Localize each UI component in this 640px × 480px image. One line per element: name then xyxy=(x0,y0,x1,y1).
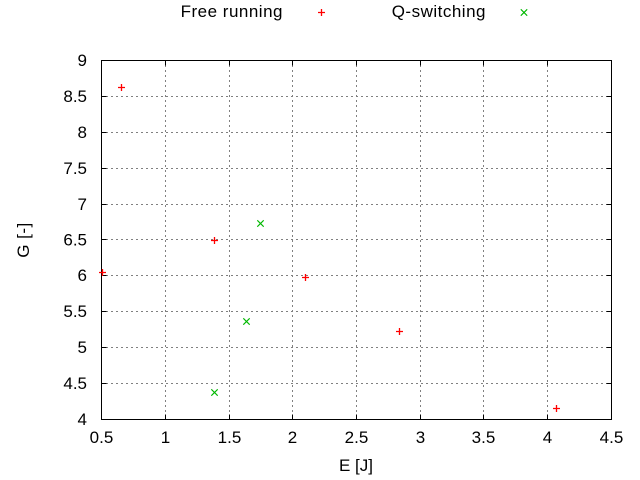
svg-text:7: 7 xyxy=(78,195,87,214)
svg-text:6: 6 xyxy=(78,266,87,285)
svg-text:4: 4 xyxy=(78,410,87,429)
svg-text:Free running: Free running xyxy=(181,2,283,21)
svg-text:3: 3 xyxy=(416,428,425,447)
svg-text:G [-]: G [-] xyxy=(14,222,33,258)
svg-text:5.5: 5.5 xyxy=(63,302,87,321)
svg-text:0.5: 0.5 xyxy=(90,428,114,447)
svg-text:6.5: 6.5 xyxy=(63,231,87,250)
svg-text:9: 9 xyxy=(78,51,87,70)
svg-text:5: 5 xyxy=(78,338,87,357)
svg-text:3.5: 3.5 xyxy=(472,428,496,447)
svg-text:8: 8 xyxy=(78,123,87,142)
svg-text:2: 2 xyxy=(288,428,297,447)
svg-text:7.5: 7.5 xyxy=(63,159,87,178)
svg-text:2.5: 2.5 xyxy=(345,428,369,447)
svg-text:4.5: 4.5 xyxy=(600,428,624,447)
svg-text:8.5: 8.5 xyxy=(63,87,87,106)
svg-text:1.5: 1.5 xyxy=(218,428,242,447)
svg-text:4: 4 xyxy=(543,428,552,447)
svg-text:Q-switching: Q-switching xyxy=(392,2,486,21)
svg-text:4.5: 4.5 xyxy=(63,374,87,393)
svg-text:E [J]: E [J] xyxy=(339,456,373,475)
svg-text:1: 1 xyxy=(161,428,170,447)
